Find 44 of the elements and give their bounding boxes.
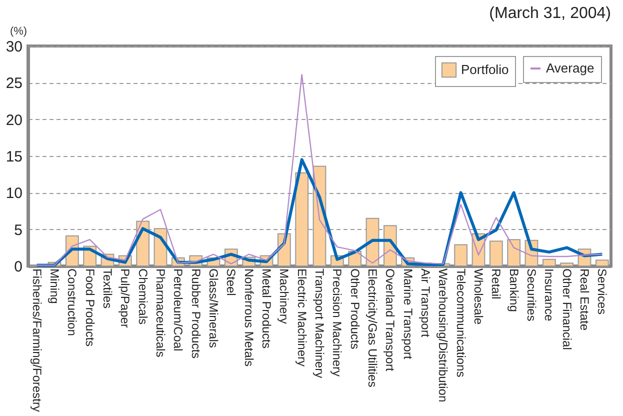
x-tick-label: Glass/Minerals: [206, 268, 220, 348]
chart-title: (March 31, 2004): [489, 5, 611, 22]
x-tick-label: Food Products: [82, 268, 97, 347]
x-tick-label: Other Financial: [560, 268, 574, 350]
x-tick-label: Nonferrous Metals: [242, 268, 256, 367]
x-tick-label: Securities: [524, 268, 538, 322]
x-tick-label: Metal Products: [260, 268, 274, 349]
legend-label: Average: [546, 60, 594, 76]
x-tick-label: Transport Machinery: [312, 268, 326, 378]
x-tick-label: Fisheries/Farming/Forestry: [30, 268, 44, 412]
x-tick-label: Machinery: [277, 268, 292, 324]
x-tick-label: Textiles: [100, 268, 114, 309]
x-tick-label: Marine Transport: [400, 268, 415, 360]
x-tick-label: Insurance: [542, 268, 556, 322]
x-tick-label: Rubber Products: [188, 268, 203, 359]
legend-label: Portfolio: [461, 62, 509, 77]
x-tick-label: Construction: [65, 268, 80, 336]
x-tick-label: Mining: [48, 268, 62, 304]
y-tick-label: 10: [6, 185, 22, 202]
y-tick-label: 15: [6, 148, 22, 166]
x-tick-label: Banking: [506, 268, 521, 312]
x-tick-label: Real Estate: [578, 268, 592, 331]
x-tick-label: Steel: [224, 268, 238, 296]
x-tick-label: Retail: [489, 268, 504, 300]
x-tick-label: Overland Transport: [383, 268, 398, 372]
x-tick-label: Precision Machinery: [330, 268, 344, 377]
x-tick-label: Services: [595, 268, 610, 315]
x-tick-label: Warehousing/Distribution: [436, 268, 450, 402]
y-tick-label: 0: [14, 258, 22, 276]
x-tick-label: Electric Machinery: [294, 268, 309, 367]
x-tick-label: Petroleum/Coal: [171, 268, 186, 352]
x-tick-label: Wholesale: [472, 268, 486, 325]
y-tick-label: 25: [6, 75, 22, 92]
y-tick-label: 20: [6, 112, 22, 129]
x-tick-label: Electricity/Gas Utilities: [366, 268, 380, 388]
x-tick-label: Pharmaceuticals: [154, 268, 168, 358]
y-axis-title: (%): [10, 26, 28, 38]
y-tick-label: 30: [6, 38, 22, 56]
x-tick-label: Air Transport: [418, 268, 432, 338]
y-tick-label: 5: [14, 222, 22, 239]
x-tick-label: Other Products: [348, 268, 362, 350]
x-tick-label: Telecommunications: [454, 268, 468, 378]
x-tick-label: Pulp/Paper: [118, 268, 132, 328]
x-tick-label: Chemicals: [136, 268, 150, 325]
